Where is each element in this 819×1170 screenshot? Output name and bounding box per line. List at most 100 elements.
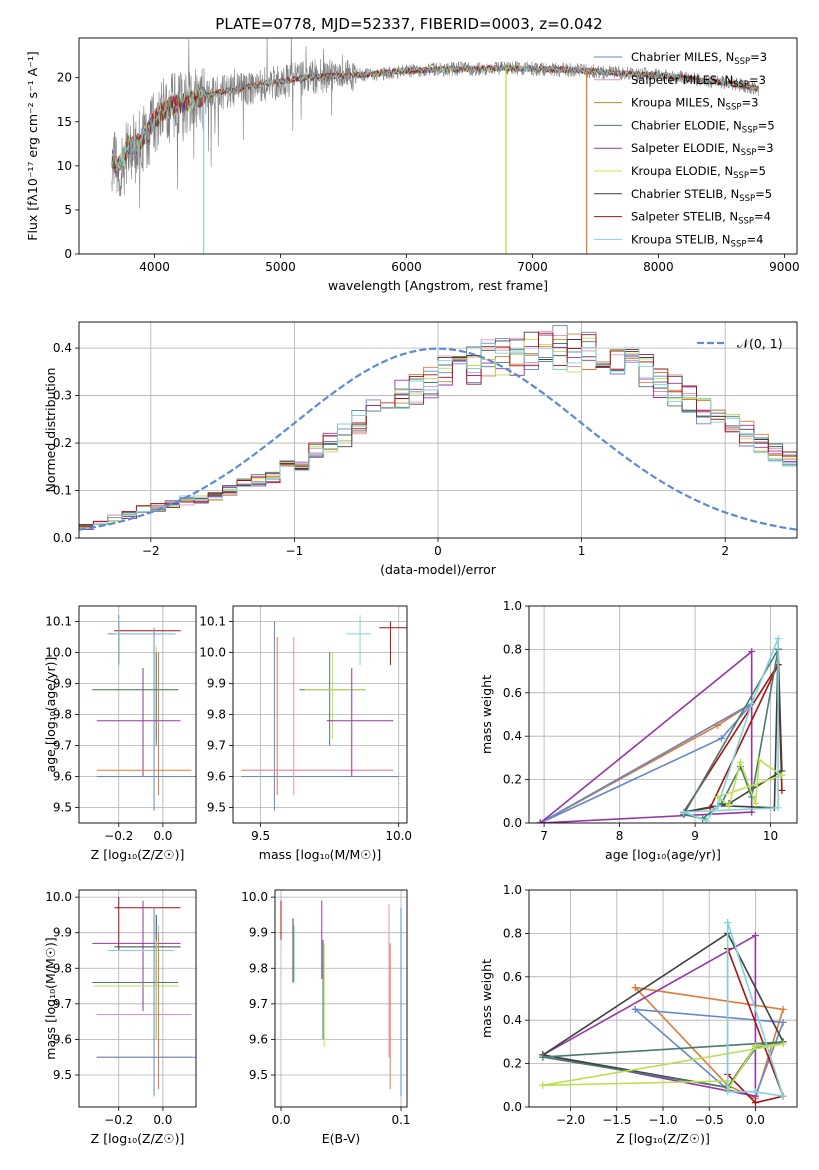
- weight-marker: [755, 756, 763, 764]
- legend-label: Chabrier ELODIE, NSSP=5: [631, 118, 775, 135]
- y-tick-label: 5: [64, 203, 72, 217]
- weight-marker: [751, 1088, 759, 1096]
- axes-residuals: −2 −1 0 1 2 0.0 0.1 0.2 0.3 0.4 (data-model)/error…: [43, 321, 798, 577]
- axes-frame: [274, 889, 408, 1108]
- y-tick-label: 9.5: [207, 801, 226, 815]
- weight-marker: [725, 802, 733, 810]
- x-tick-label: 4000: [139, 260, 170, 274]
- y-tick-label: 9.5: [53, 1068, 72, 1082]
- x-tick-label: 9: [691, 829, 699, 843]
- axes-frame: [78, 605, 197, 824]
- errorbar-6: [346, 615, 372, 665]
- axes-age-vs-mass: 9.5 10.0 9.5 9.6 9.7 9.8 9.9 10.0 10.1 mass [log₁…: [199, 605, 412, 862]
- x-tick-label: 0.1: [391, 1113, 410, 1127]
- weight-marker: [539, 1081, 547, 1089]
- errorbar-7: [96, 932, 192, 1090]
- errorbar-6: [96, 652, 192, 796]
- x-axis-label: Z [log₁₀(Z/Z☉)]: [91, 847, 185, 862]
- x-tick-label: −0.2: [104, 1113, 133, 1127]
- weight-marker: [778, 786, 786, 794]
- plot-area: [529, 890, 797, 1107]
- y-tick-label: 0.6: [503, 970, 522, 984]
- y-tick-label: 0.1: [53, 484, 72, 498]
- weight-marker: [751, 1099, 759, 1107]
- errorbar-4: [304, 652, 366, 740]
- axes-mass-vs-ebv: 0.0 0.1 9.5 9.6 9.7 9.8 9.9 10.0 E(B-V): [241, 889, 411, 1146]
- x-tick-label: 10: [763, 829, 778, 843]
- errorbar-1: [114, 621, 181, 665]
- y-tick-label: 0.4: [53, 341, 72, 355]
- axes-frame: [78, 37, 798, 255]
- x-tick-label: 9000: [769, 260, 800, 274]
- errorbar-8: [96, 907, 196, 1097]
- histogram-7: [79, 332, 797, 526]
- x-tick-label: −2.0: [556, 1113, 585, 1127]
- weight-marker: [774, 804, 782, 812]
- weight-marker: [748, 700, 756, 708]
- y-axis-label: Flux [fλ10⁻¹⁷ erg cm⁻² s⁻¹ A⁻¹]: [25, 51, 40, 240]
- legend: Chabrier MILES, NSSP=3 Salpeter MILES, NS…: [594, 50, 775, 249]
- y-tick-label: 10.0: [45, 890, 72, 904]
- y-tick-label: 9.9: [53, 926, 72, 940]
- axes-mass-weight-vs-Z: −2.0 −1.5 −1.0 −0.5 0.0 0.0 0.2 0.4 0.6 0.8 1.0 Z […: [479, 883, 798, 1146]
- legend-label: Kroupa STELIB, NSSP=4: [631, 232, 763, 249]
- x-tick-label: −0.2: [104, 829, 133, 843]
- y-tick-label: 10.0: [45, 646, 72, 660]
- x-tick-label: 0.0: [153, 1113, 172, 1127]
- y-tick-label: 0.3: [53, 389, 72, 403]
- weight-marker: [751, 799, 759, 807]
- y-tick-label: 9.6: [249, 1032, 268, 1046]
- legend-label: 𝒩(0, 1): [737, 336, 783, 351]
- y-tick-label: 9.7: [249, 997, 268, 1011]
- y-tick-label: 10.1: [199, 615, 226, 629]
- weight-marker: [751, 1042, 759, 1050]
- weight-marker: [779, 1005, 787, 1013]
- y-tick-label: 15: [57, 115, 72, 129]
- errorbar-0: [114, 897, 181, 951]
- weight-marker: [751, 932, 759, 940]
- weight-marker: [714, 802, 722, 810]
- x-tick-label: −1.0: [648, 1113, 677, 1127]
- errorbar-5: [96, 668, 181, 777]
- histogram-0: [79, 325, 797, 526]
- plot-area: [111, 38, 760, 254]
- y-tick-label: 0.2: [53, 436, 72, 450]
- y-axis-label: mass [log₁₀(M/M☉)]: [43, 937, 58, 1059]
- errorbar-5: [326, 668, 394, 777]
- model-spectrum-8: [111, 64, 760, 176]
- errorbar-2: [246, 637, 391, 796]
- x-tick-label: −2: [142, 544, 160, 558]
- legend-label: Salpeter STELIB, NSSP=4: [631, 210, 771, 227]
- y-tick-label: 9.7: [207, 739, 226, 753]
- y-tick-label: 0.0: [503, 1100, 522, 1114]
- errorbar-2: [114, 618, 177, 668]
- y-axis-label: mass weight: [479, 675, 494, 754]
- x-tick-label: 6000: [391, 260, 422, 274]
- errorbar-0: [241, 621, 399, 811]
- axes-mass-weight-vs-age: 7 8 9 10 0.0 0.2 0.4 0.6 0.8 1.0 age [log₁₀(age/yr…: [479, 599, 798, 862]
- plot-area: [275, 890, 407, 1107]
- x-axis-label: age [log₁₀(age/yr)]: [605, 847, 721, 862]
- y-tick-label: 9.8: [207, 708, 226, 722]
- y-tick-label: 9.9: [53, 677, 72, 691]
- y-tick-label: 9.7: [53, 997, 72, 1011]
- x-axis-label: wavelength [Angstrom, rest frame]: [328, 278, 548, 293]
- errorbar-1: [241, 637, 394, 796]
- y-tick-label: 0.2: [503, 1057, 522, 1071]
- x-tick-label: 10.0: [385, 829, 412, 843]
- normal-reference-curve: [79, 347, 797, 531]
- weight-series-6: [717, 758, 784, 807]
- y-tick-label: 0.0: [503, 816, 522, 830]
- x-tick-label: 8000: [643, 260, 674, 274]
- y-tick-label: 0.0: [53, 531, 72, 545]
- x-tick-label: 0.0: [271, 1113, 290, 1127]
- weight-marker: [718, 734, 726, 742]
- axes-age-vs-Z: −0.2 0.0 9.5 9.6 9.7 9.8 9.9 10.0 10.1 Z [log₁₀(Z…: [43, 605, 197, 862]
- x-tick-label: −0.5: [695, 1113, 724, 1127]
- x-axis-label: mass [log₁₀(M/M☉)]: [259, 847, 381, 862]
- y-tick-label: 0.6: [503, 686, 522, 700]
- x-tick-label: −1: [286, 544, 304, 558]
- errorbar-7: [379, 621, 407, 665]
- y-tick-label: 1.0: [503, 599, 522, 613]
